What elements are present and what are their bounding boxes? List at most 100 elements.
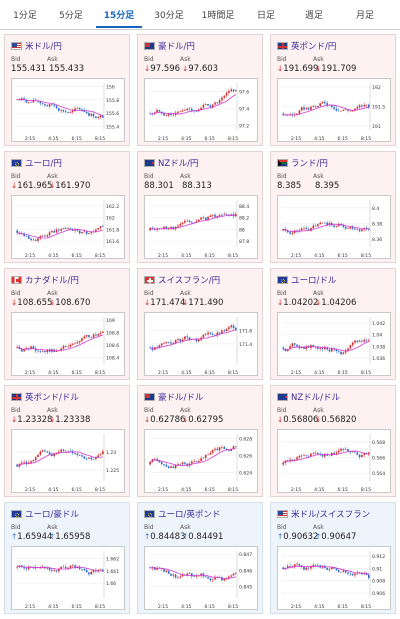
candle-body bbox=[16, 230, 18, 233]
candle-body bbox=[324, 101, 326, 104]
candle-body bbox=[102, 569, 104, 572]
arrow-up-icon: ↑ bbox=[182, 532, 189, 541]
pair-link[interactable]: スイスフラン/円 bbox=[144, 273, 220, 287]
price-chart[interactable]: 0.912 0.91 0.908 0.906 2:15 4:15 6:15 8:15 bbox=[277, 546, 391, 610]
pair-link[interactable]: 豪ドル/円 bbox=[144, 39, 195, 53]
candle-body bbox=[167, 570, 170, 574]
price-chart[interactable]: 8.4 8.38 8.36 2:15 4:15 6:15 8:15 bbox=[277, 195, 391, 259]
candle-body bbox=[209, 105, 212, 108]
candle-body bbox=[207, 216, 209, 220]
price-chart[interactable]: 1.23 1.225 2:15 4:15 6:15 8:15 bbox=[11, 429, 125, 493]
tab-3[interactable]: 15分足 bbox=[96, 8, 142, 28]
pair-card[interactable]: ユーロ/豪ドル Bid Ask ↑1.65944 ↑1.65958 1.662 1.661 1… bbox=[4, 502, 130, 614]
candle-body bbox=[191, 109, 193, 111]
candle-body bbox=[335, 226, 338, 228]
candle-body bbox=[37, 350, 39, 352]
pair-link[interactable]: NZドル/ドル bbox=[277, 390, 340, 404]
pair-card[interactable]: NZドル/ドル Bid Ask ↓0.56806 ↓0.56820 0.568 0.566 0… bbox=[270, 385, 396, 497]
candle-body bbox=[342, 570, 345, 572]
pair-card[interactable]: スイスフラン/円 Bid Ask ↓171.474 ↓171.490 171.6 171.4… bbox=[137, 268, 263, 380]
price-chart[interactable]: 97.6 97.4 97.2 2:15 4:15 6:15 8:15 bbox=[144, 78, 258, 142]
pair-link[interactable]: 米ドル/スイスフラン bbox=[277, 507, 370, 521]
candle-body bbox=[186, 220, 189, 222]
candle-body bbox=[32, 459, 35, 462]
pair-card[interactable]: ユーロ/ドル Bid Ask ↓1.04202 ↓1.04206 1.042 1.04 1.0… bbox=[270, 268, 396, 380]
x-tick-label: 4:15 bbox=[181, 136, 191, 142]
price-chart[interactable]: 1.042 1.04 1.038 1.036 2:15 4:15 6:15 8:15 bbox=[277, 312, 391, 376]
pair-link[interactable]: カナダドル/円 bbox=[11, 273, 79, 287]
candle-body bbox=[41, 103, 44, 104]
price-chart[interactable]: 0.847 0.846 0.845 2:15 4:15 6:15 8:15 bbox=[144, 546, 258, 610]
pair-card[interactable]: ユーロ/円 Bid Ask ↓161.965 ↓161.970 162.2 162 161.8… bbox=[4, 151, 130, 263]
pair-link[interactable]: 豪ドル/ドル bbox=[144, 390, 203, 404]
price-chart[interactable]: 156 155.8 155.6 155.4 2:15 4:15 6:15 8:15 bbox=[11, 78, 125, 142]
price-chart[interactable]: 88.4 88.2 88 87.8 2:15 4:15 6:15 8:15 bbox=[144, 195, 258, 259]
pair-card[interactable]: ユーロ/英ポンド Bid Ask ↑0.84483 ↑0.84491 0.847 0.846… bbox=[137, 502, 263, 614]
x-tick-label: 2:15 bbox=[158, 604, 168, 610]
pair-link[interactable]: ユーロ/円 bbox=[11, 156, 62, 170]
tab-4[interactable]: 30分足 bbox=[154, 11, 184, 21]
price-chart[interactable]: 0.568 0.566 0.564 2:15 4:15 6:15 8:15 bbox=[277, 429, 391, 493]
pair-card[interactable]: 英ポンド/円 Bid Ask ↓191.699 ↓191.709 192 191.5 191 2… bbox=[270, 34, 396, 146]
candle-body bbox=[344, 350, 347, 353]
candle-body bbox=[221, 577, 223, 581]
candle-body bbox=[99, 115, 102, 118]
price-chart[interactable]: 192 191.5 191 2:15 4:15 6:15 8:15 bbox=[277, 78, 391, 142]
candle-body bbox=[27, 566, 30, 570]
x-tick-label: 6:15 bbox=[338, 604, 348, 610]
candle-body bbox=[351, 342, 354, 346]
candle-body bbox=[200, 107, 202, 110]
candlestick-chart-svg: 156 155.8 155.6 155.4 2:15 4:15 6:15 8:15 bbox=[16, 83, 119, 142]
pair-card[interactable]: NZドル/円 Bid Ask 88.301 88.313 88.4 88.2 88 87.8 2:… bbox=[137, 151, 263, 263]
candle-body bbox=[191, 573, 193, 577]
pair-link[interactable]: ユーロ/ドル bbox=[277, 273, 336, 287]
pair-card[interactable]: 豪ドル/円 Bid Ask ↓97.596 ↓97.603 97.6 97.4 97.2 2:1… bbox=[137, 34, 263, 146]
tab-1[interactable]: 1分足 bbox=[13, 11, 37, 21]
price-chart[interactable]: 162.2 162 161.8 161.6 2:15 4:15 6:15 8:15 bbox=[11, 195, 125, 259]
candle-body bbox=[179, 576, 182, 578]
candle-body bbox=[333, 452, 335, 454]
ask-number: 0.84491 bbox=[188, 532, 224, 542]
pair-link[interactable]: ユーロ/豪ドル bbox=[11, 507, 79, 521]
tab-7[interactable]: 週足 bbox=[304, 11, 323, 21]
pair-card[interactable]: 米ドル/スイスフラン Bid Ask ↑0.90632 ↑0.90647 0.912 0.9… bbox=[270, 502, 396, 614]
candle-body bbox=[32, 100, 35, 103]
candle-body bbox=[95, 116, 97, 119]
candle-body bbox=[81, 109, 83, 111]
price-chart[interactable]: 0.628 0.626 0.624 2:15 4:15 6:15 8:15 bbox=[144, 429, 258, 493]
price-chart[interactable]: 109 108.8 108.6 108.4 2:15 4:15 6:15 8:15 bbox=[11, 312, 125, 376]
pair-link[interactable]: ユーロ/英ポンド bbox=[144, 507, 220, 521]
pair-card[interactable]: 米ドル/円 Bid Ask 155.431 155.433 156 155.8 155.6 15… bbox=[4, 34, 130, 146]
price-chart[interactable]: 1.662 1.661 1.66 2:15 4:15 6:15 8:15 bbox=[11, 546, 125, 610]
candlestick-chart-svg: 192 191.5 191 2:15 4:15 6:15 8:15 bbox=[282, 83, 385, 142]
price-chart[interactable]: 171.6 171.4 2:15 4:15 6:15 8:15 bbox=[144, 312, 258, 376]
pair-link[interactable]: 米ドル/円 bbox=[11, 39, 62, 53]
candle-body bbox=[321, 101, 324, 104]
pair-card[interactable]: 英ポンド/ドル Bid Ask ↓1.23328 ↓1.23338 1.23 1.225 2:… bbox=[4, 385, 130, 497]
tab-8[interactable]: 月足 bbox=[355, 11, 374, 21]
pair-link[interactable]: NZドル/円 bbox=[144, 156, 199, 170]
bid-value: ↓1.23328 bbox=[11, 415, 52, 425]
candle-body bbox=[172, 342, 175, 344]
pair-link[interactable]: ランド/円 bbox=[277, 156, 328, 170]
y-tick-label: 108.8 bbox=[106, 331, 119, 337]
bid-label: Bid bbox=[144, 290, 154, 297]
candle-body bbox=[204, 576, 207, 578]
y-tick-label: 0.845 bbox=[239, 585, 252, 591]
pair-link[interactable]: 英ポンド/円 bbox=[277, 39, 336, 53]
tab-6[interactable]: 日足 bbox=[256, 11, 275, 21]
tab-5[interactable]: 1時間足 bbox=[201, 11, 235, 21]
bid-number: 1.23328 bbox=[17, 415, 53, 425]
candle-body bbox=[34, 239, 37, 241]
candle-body bbox=[34, 567, 37, 569]
pair-link[interactable]: 英ポンド/ドル bbox=[11, 390, 79, 404]
candle-body bbox=[174, 339, 177, 343]
ask-label: Ask bbox=[313, 290, 324, 297]
pair-card[interactable]: 豪ドル/ドル Bid Ask ↓0.62786 ↓0.62795 0.628 0.626 0.… bbox=[137, 385, 263, 497]
candle-body bbox=[330, 348, 333, 352]
pair-card[interactable]: カナダドル/円 Bid Ask ↓108.655 ↓108.670 109 108.8 108… bbox=[4, 268, 130, 380]
tab-2[interactable]: 5分足 bbox=[59, 11, 83, 21]
pair-card[interactable]: ランド/円 Bid Ask 8.385 8.395 8.4 8.38 8.36 2:15 4:15… bbox=[270, 151, 396, 263]
y-tick-label: 191 bbox=[372, 124, 381, 130]
candle-body bbox=[363, 104, 366, 107]
